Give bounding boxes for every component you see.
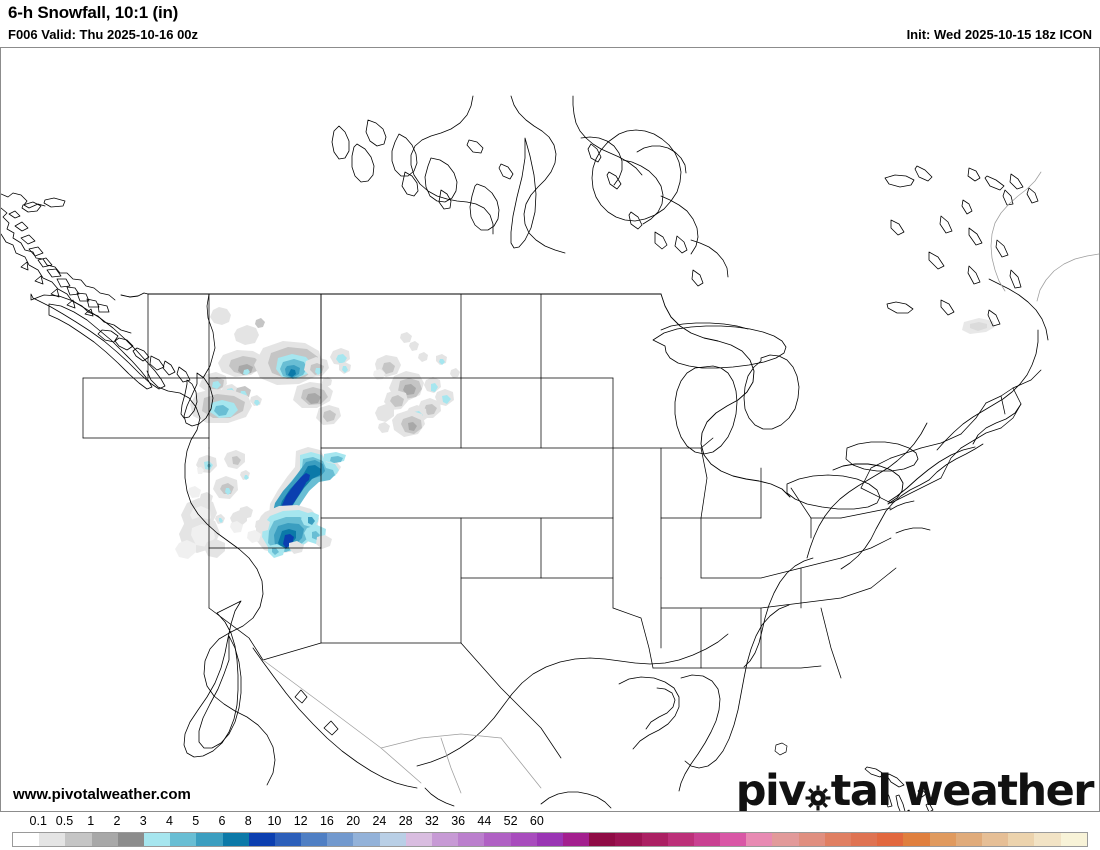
colorbar-swatch [301,833,328,846]
colorbar-swatch [746,833,773,846]
colorbar-tick-label: 36 [451,814,466,828]
colorbar-tick-label: 52 [503,814,518,828]
colorbar-swatch [851,833,878,846]
valid-time-label: F006 Valid: Thu 2025-10-16 00z [8,27,199,42]
colorbar-swatch [91,833,118,846]
colorbar-swatch [589,833,616,846]
colorbar-swatch [170,833,197,846]
colorbar-tick-label: 12 [293,814,308,828]
colorbar-swatch [615,833,642,846]
colorbar-tick-label: 8 [244,814,252,828]
colorbar-swatch [772,833,799,846]
colorbar-swatch [877,833,904,846]
colorbar-swatch [955,833,982,846]
map-header: 6-h Snowfall, 10:1 (in) F006 Valid: Thu … [0,0,1100,48]
colorbar-swatch [693,833,721,846]
colorbar-tick-label: 4 [165,814,173,828]
colorbar-swatch [798,833,825,846]
colorbar-tick-label: 24 [372,814,387,828]
colorbar-tick-label: 60 [529,814,544,828]
colorbar-swatch [903,833,930,846]
colorbar-swatch [13,833,40,846]
colorbar-swatch [405,833,432,846]
colorbar-swatch [222,833,249,846]
init-time-label: Init: Wed 2025-10-15 18z ICON [906,27,1092,42]
colorbar-swatch [824,833,851,846]
map-graphic: .bd { fill:none; stroke:#000000; stroke-… [1,48,1099,811]
colorbar-swatch [432,833,459,846]
geography-lines [1,95,1099,811]
colorbar-swatch [667,833,694,846]
colorbar-swatch [981,833,1009,846]
colorbar-swatch [929,833,956,846]
colorbar-swatch [536,833,563,846]
colorbar-tick-label: 0.5 [55,814,74,828]
colorbar-swatch [720,833,747,846]
colorbar-strip [12,832,1088,847]
colorbar-swatch [1008,833,1035,846]
colorbar-swatch [1034,833,1061,846]
colorbar-tick-label: 6 [218,814,226,828]
map-canvas[interactable]: .bd { fill:none; stroke:#000000; stroke-… [0,47,1100,812]
colorbar-tick-label: 2 [113,814,121,828]
colorbar-swatch [65,833,92,846]
colorbar-swatch [248,833,275,846]
colorbar-swatch [274,833,302,846]
colorbar-tick-label: 16 [319,814,334,828]
colorbar-swatch [39,833,66,846]
colorbar-tick-label: 20 [346,814,361,828]
colorbar-swatch [484,833,511,846]
colorbar-tick-label: 44 [477,814,492,828]
colorbar-tick-label: 28 [398,814,413,828]
colorbar-swatch [353,833,380,846]
colorbar-tick-label: 32 [424,814,439,828]
page-title: 6-h Snowfall, 10:1 (in) [8,3,179,22]
colorbar-tick-label: 0.1 [29,814,47,828]
colorbar-swatch [641,833,668,846]
colorbar-tick-label: 10 [267,814,282,828]
colorbar-swatch [458,833,485,846]
colorbar-tick-label: 5 [192,814,200,828]
colorbar-swatch [117,833,144,846]
colorbar-legend[interactable]: 0.1 0.5 1 2 3 4 5 6 8 10 12 16 20 24 28 32 36 44 52 60 [0,813,1100,850]
colorbar-tick-label: 1 [87,814,95,828]
colorbar-swatch [327,833,354,846]
colorbar-swatch [379,833,406,846]
colorbar-swatch [143,833,171,846]
colorbar-tick-label: 3 [139,814,147,828]
colorbar-tick-labels: 0.1 0.5 1 2 3 4 5 6 8 10 12 16 20 24 28 32 36 44 52 60 [0,813,1100,831]
colorbar-swatch [510,833,537,846]
colorbar-swatch [1060,833,1087,846]
colorbar-swatch [196,833,223,846]
colorbar-swatch [562,833,590,846]
